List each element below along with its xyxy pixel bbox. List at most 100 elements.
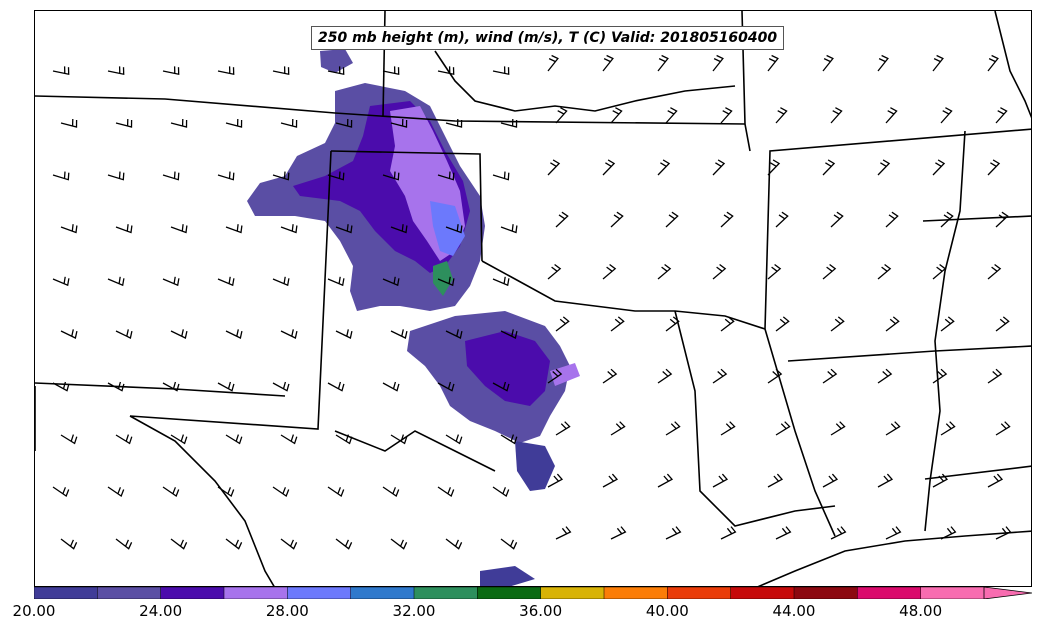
wind-barb [665,316,680,332]
wind-barb [885,211,899,228]
colorbar-segment [160,587,225,599]
colorbar-segment [857,587,922,599]
wind-barb [280,118,298,128]
wind-barb [382,486,400,497]
wind-barb [500,538,518,550]
wind-barb [225,118,243,128]
wind-barb [885,107,898,124]
colorbar-extend-arrow [983,587,1032,599]
wind-barb [657,159,671,176]
wind-barb [500,118,518,128]
wind-barb [995,421,1011,436]
river-line [924,130,966,532]
wind-barb [547,263,562,280]
colorbar [34,587,1032,599]
wind-barb [492,381,510,392]
wind-barb [987,473,1004,488]
colorbar-segment [920,587,985,599]
wind-barb [437,66,455,76]
wind-barb [335,224,353,234]
wind-barb [225,224,243,234]
wind-barb [217,486,235,497]
boundary-line [481,260,766,330]
wind-barb [390,434,408,445]
wind-barb [657,368,673,384]
wind-barb [822,473,839,488]
wind-barb [932,54,944,72]
wind-barb [995,107,1008,124]
wind-barb [767,159,781,176]
wind-barb [720,526,737,540]
wind-barb [932,159,946,176]
wind-barb [272,66,290,76]
plot-title: 250 mb height (m), wind (m/s), T (C) Val… [311,26,785,50]
boundary-line [330,150,483,262]
wind-barb [555,421,571,436]
colorbar-segments [34,587,1032,599]
wind-barb [390,329,408,339]
wind-barb [830,421,846,436]
wind-barb [995,316,1010,332]
wind-barb [987,263,1002,280]
wind-barb [940,421,956,436]
wind-barb [555,107,568,124]
boundary-line [922,215,1031,222]
wind-barb [115,224,133,234]
wind-barb [885,421,901,436]
wind-barb [170,434,188,445]
wind-barb [170,538,188,550]
boundary-line [35,382,286,397]
wind-barb [335,118,353,128]
wind-barb [115,538,133,550]
wind-barb [877,263,892,280]
colorbar-tick-label: 28.00 [265,602,309,620]
wind-barb [602,263,617,280]
wind-barb [60,434,78,445]
wind-barb [162,381,180,392]
colorbar-segment [223,587,289,599]
wind-barb [327,66,345,76]
wind-barb [500,329,518,339]
river-line [434,50,736,112]
wind-barb [712,473,729,488]
wind-barb [775,316,790,332]
wind-barb [225,538,243,550]
wind-barb [217,66,235,76]
wind-barb [437,381,455,392]
boundary-line [35,95,746,125]
shade-tail [515,441,555,491]
boundary-line [129,150,332,430]
colorbar-segment [540,587,605,599]
wind-barb [885,316,900,332]
wind-barb [170,224,188,234]
wind-barb [445,434,463,445]
boundary-line [334,430,496,472]
wind-barb [940,107,953,124]
wind-barb [940,316,955,332]
wind-barb [60,224,78,234]
wind-barb [107,381,125,392]
wind-barb [445,538,463,550]
wind-barb [390,224,408,234]
shade-core-4 [430,201,465,256]
wind-barb [665,421,681,436]
wind-barb [327,171,345,181]
wind-barb [555,526,572,540]
wind-barb [162,276,180,287]
wind-barb [107,276,125,287]
wind-barb [720,316,735,332]
boundary-line [924,465,1031,480]
river-line [674,310,836,527]
wind-barb [822,263,837,280]
wind-barb [390,538,408,550]
wind-barb [492,66,510,76]
colorbar-tick-label: 40.00 [645,602,689,620]
wind-barb [602,54,614,72]
wind-barb [52,381,70,392]
wind-barb [932,473,949,488]
wind-barb [940,526,957,540]
wind-barb [657,54,669,72]
colorbar-tick-label: 44.00 [772,602,816,620]
wind-barb [162,66,180,76]
shade-core-6 [550,363,580,386]
